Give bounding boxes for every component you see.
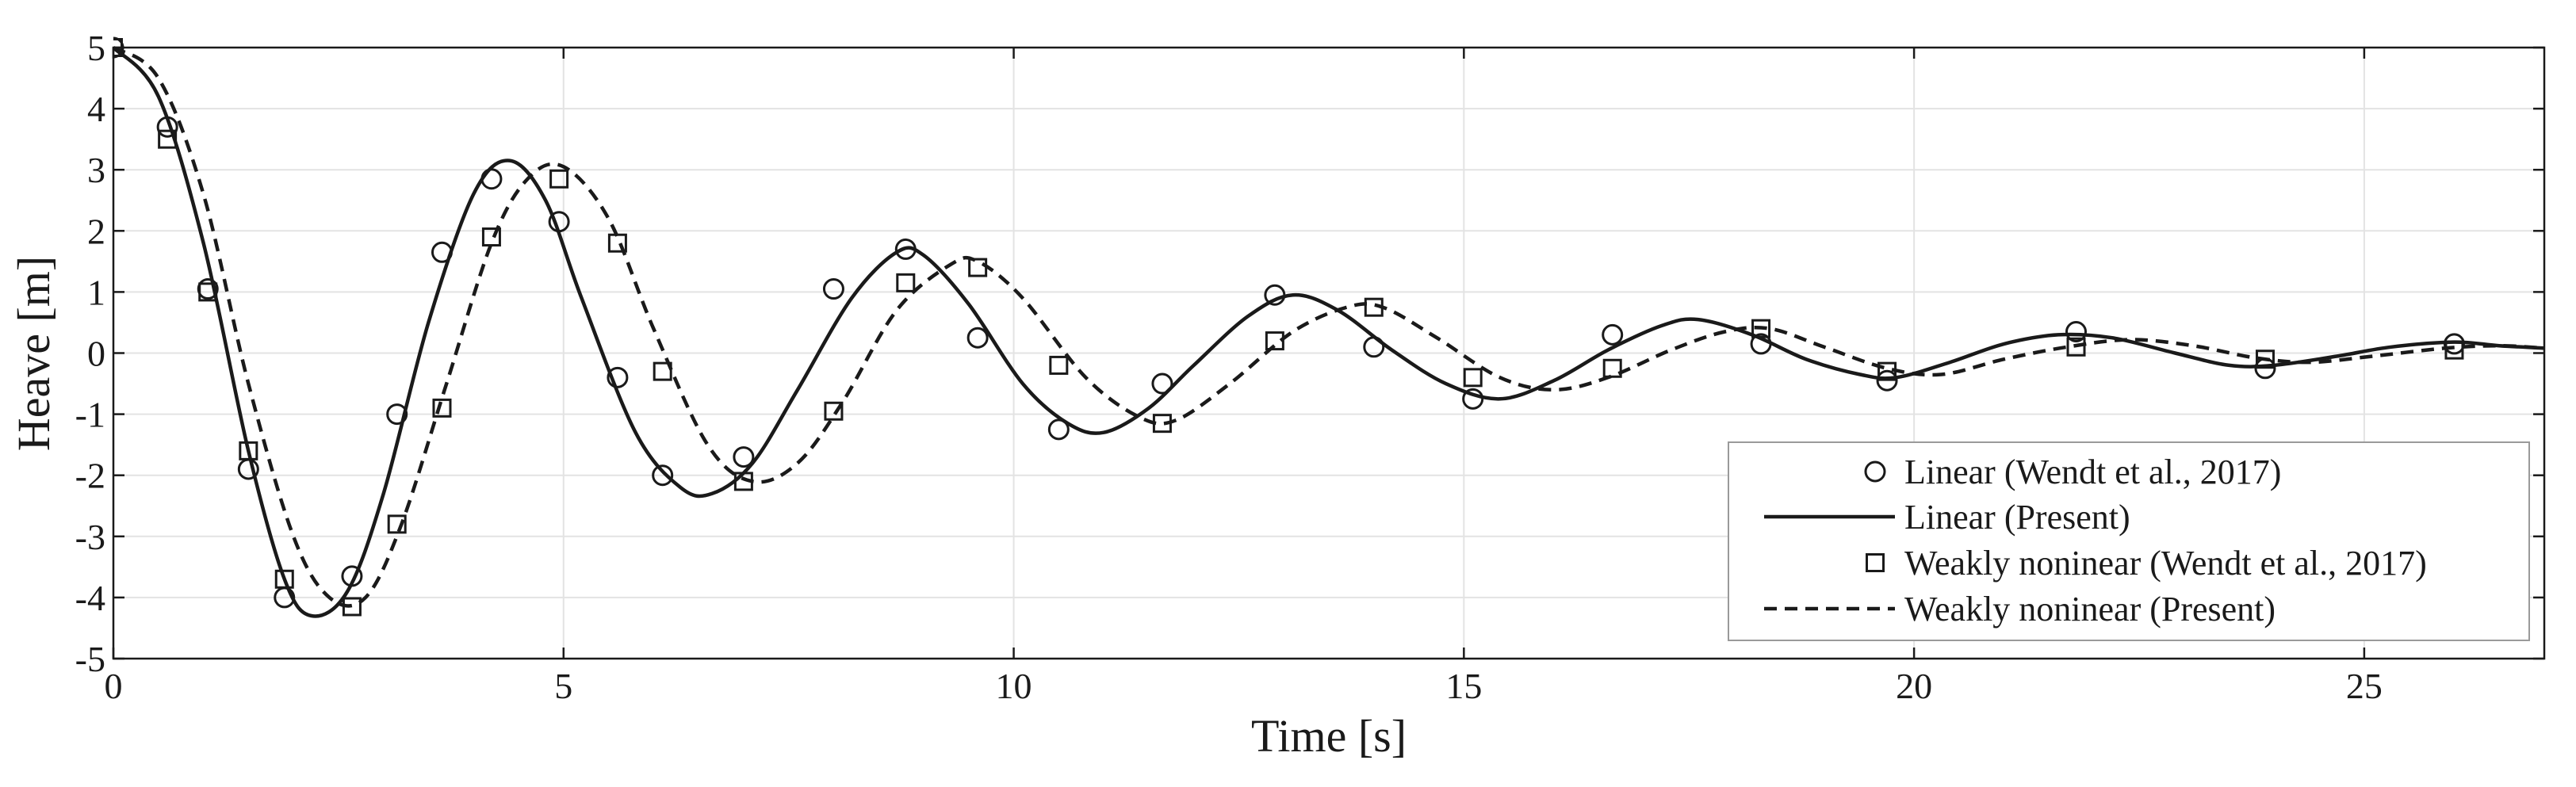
y-tick-label: -4: [75, 578, 105, 618]
linear-wendt-marker: [607, 366, 629, 388]
legend-label-4: Weakly noninear (Present): [1904, 590, 2276, 628]
weakly-nonlinear-wendt-marker: [2066, 337, 2086, 357]
weakly-nonlinear-present-line: [113, 46, 2544, 608]
y-tick-label: -3: [75, 517, 105, 557]
series-2: [113, 46, 2544, 618]
weakly-nonlinear-wendt-marker: [432, 398, 452, 418]
weakly-nonlinear-wendt-marker: [198, 282, 218, 302]
linear-wendt-marker: [822, 278, 844, 300]
weakly-nonlinear-wendt-marker: [549, 169, 569, 189]
weakly-nonlinear-wendt-marker: [274, 569, 294, 589]
legend-label-1: Linear (Wendt et al., 2017): [1904, 453, 2281, 491]
weakly-nonlinear-wendt-marker: [387, 514, 407, 534]
legend-label-3: Weakly noninear (Wendt et al., 2017): [1904, 544, 2427, 583]
y-tick-label: 0: [87, 334, 105, 374]
weakly-nonlinear-wendt-marker: [239, 441, 258, 460]
weakly-nonlinear-wendt-marker: [653, 361, 672, 381]
y-tick-label: -5: [75, 639, 105, 679]
linear-wendt-marker: [1151, 372, 1173, 395]
weakly-nonlinear-wendt-marker: [968, 258, 988, 277]
y-tick-label: -1: [75, 395, 105, 435]
legend-marker-1: [1864, 460, 1886, 483]
weakly-nonlinear-wendt-marker: [824, 401, 844, 421]
linear-wendt-marker: [386, 403, 408, 426]
y-axis-label: Heave [m]: [8, 256, 59, 451]
weakly-nonlinear-wendt-marker: [896, 273, 916, 292]
x-tick-label: 15: [1445, 666, 1482, 706]
weakly-nonlinear-wendt-marker: [113, 38, 123, 57]
weakly-nonlinear-wendt-marker: [1602, 358, 1622, 378]
linear-wendt-marker: [652, 464, 674, 487]
linear-wendt-marker: [2065, 321, 2088, 343]
weakly-nonlinear-wendt-marker: [158, 129, 178, 149]
legend-marker-3: [1866, 553, 1885, 572]
linear-wendt-marker: [966, 327, 989, 349]
y-tick-label: 3: [87, 150, 105, 190]
x-tick-label: 5: [554, 666, 572, 706]
y-tick-label: 4: [87, 89, 105, 129]
y-tick-label: -2: [75, 456, 105, 496]
weakly-nonlinear-wendt-marker: [1463, 368, 1483, 388]
linear-wendt-marker: [733, 446, 755, 468]
linear-wendt-marker: [1602, 323, 1624, 346]
linear-wendt-marker: [1047, 418, 1070, 441]
x-tick-label: 20: [1896, 666, 1932, 706]
linear-present-line: [113, 46, 2544, 618]
weakly-nonlinear-wendt-marker: [2444, 340, 2464, 360]
x-tick-label: 25: [2346, 666, 2383, 706]
series-layer: [113, 36, 2544, 618]
x-tick-label: 0: [105, 666, 123, 706]
weakly-nonlinear-wendt-marker: [1751, 319, 1771, 338]
x-tick-label: 10: [996, 666, 1032, 706]
legend-label-2: Linear (Present): [1904, 498, 2130, 537]
x-axis-label: Time [s]: [1251, 710, 1407, 762]
y-tick-label: 5: [87, 28, 105, 68]
legend-box: [1728, 441, 2530, 641]
weakly-nonlinear-wendt-marker: [2255, 350, 2275, 369]
weakly-nonlinear-wendt-marker: [1049, 355, 1069, 375]
series-4: [113, 46, 2544, 608]
y-tick-label: 2: [87, 211, 105, 251]
legend: Linear (Wendt et al., 2017) Linear (Prese…: [1728, 441, 2530, 641]
y-tick-label: 1: [87, 272, 105, 312]
